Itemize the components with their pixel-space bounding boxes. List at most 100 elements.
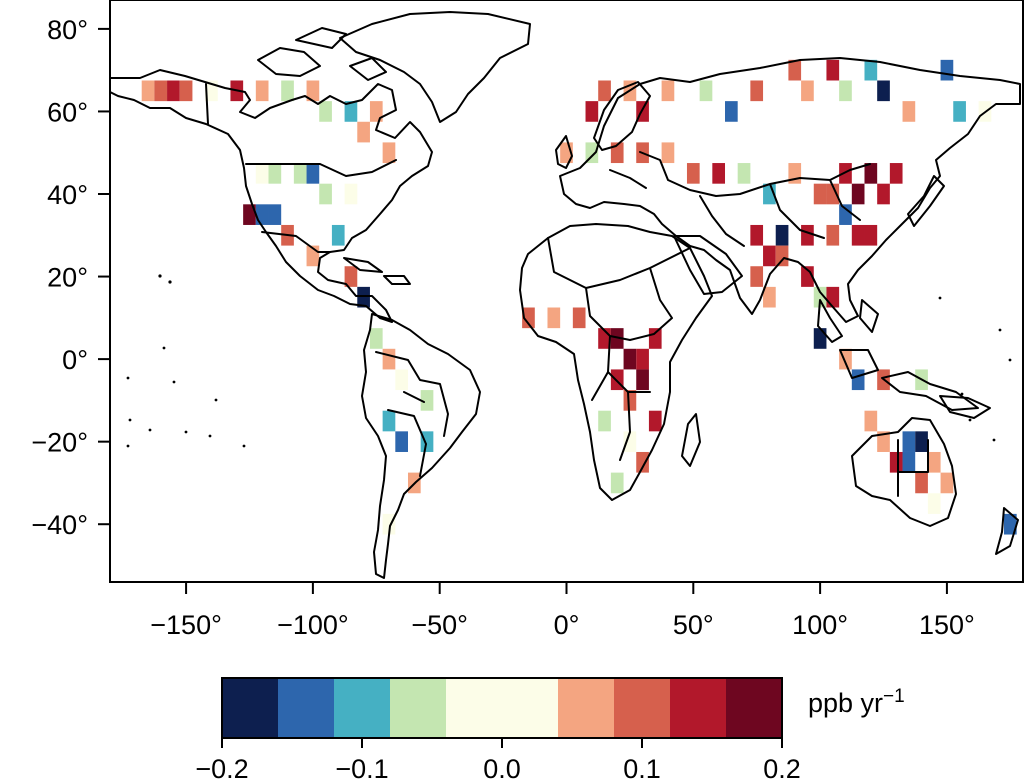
colorbar-tick-label: 0.0 [483,754,521,781]
trend-cell [902,451,916,473]
trend-cell [927,493,941,514]
trend-cell [369,328,383,349]
colorbar-ticks: −0.2 −0.1 0.0 0.1 0.2 [195,738,801,781]
colorbar-bin [558,678,614,738]
us-canada-border [245,159,397,177]
trend-cell [927,451,941,473]
x-tick-label: −150° [150,610,222,640]
trend-cell [864,59,878,81]
colorbar-tick-label: −0.2 [195,754,248,781]
x-tick-label: 0° [554,610,580,640]
trend-cell [179,80,193,102]
trend-cell [889,451,903,473]
trend-cell [813,328,827,349]
trend-cell [953,101,966,122]
colorbar-bin [334,678,390,738]
trend-cell [268,163,282,184]
trend-cell [319,101,332,122]
trend-cell [661,142,675,164]
trend-cell [775,245,789,267]
trend-cell [712,163,726,184]
colorbar-unit-text: ppb yr [808,688,883,718]
new-guinea-outline [939,395,991,419]
trend-cell [750,80,764,102]
trend-cell [864,224,878,246]
colorbar-tick-label: 0.1 [623,754,661,781]
greenland-outline [339,11,531,123]
trend-grid-cells [141,59,1017,535]
colorbar-tick-label: −0.1 [335,754,388,781]
trend-cell [268,204,282,225]
trend-cell [255,204,269,225]
colorbar-tick-label: 0.2 [763,754,801,781]
trend-cell [610,472,624,494]
trend-cell [801,224,814,246]
trend-cell [636,348,649,370]
y-tick-label: 60° [47,97,88,127]
colorbar-bin [222,678,278,738]
trend-cell [585,101,599,122]
trend-cell [889,163,903,184]
longitude-axis: −150° −100° −50° 0° 50° 100° 150° [150,582,975,640]
trend-cell [382,348,396,370]
colorbar-bins [222,678,782,738]
trend-cell [598,410,611,432]
trend-cell [281,80,294,102]
trend-cell [940,472,954,494]
trend-cell [331,224,345,246]
arctic-islands-outline [257,27,387,81]
x-tick-label: 50° [673,610,714,640]
y-tick-label: 40° [47,180,88,210]
colorbar: −0.2 −0.1 0.0 0.1 0.2 ppb yr−1 [195,677,905,781]
colorbar-unit-exponent: −1 [883,686,905,707]
trend-cell [522,307,535,329]
colorbar-bin [726,678,782,738]
x-tick-label: 100° [792,610,848,640]
colorbar-bin [614,678,670,738]
trend-cell [686,163,700,184]
southeast-asia-outline [817,299,979,411]
australia-borders [897,439,929,497]
trend-cell [648,410,662,432]
trend-cell [851,224,865,246]
africa-outline [519,223,713,501]
trend-cell [915,431,928,452]
y-tick-label: 80° [47,15,88,45]
arabia-outline [673,235,743,295]
alaska-border [205,83,209,125]
trend-cell [813,286,827,308]
trend-cell [839,80,852,102]
trend-cell [826,224,840,246]
trend-cell [826,286,840,308]
trend-cell [141,80,155,102]
colorbar-bin [446,678,558,738]
trend-cell [167,80,180,102]
x-tick-label: 150° [919,610,975,640]
trend-cell [572,307,586,329]
uk-outline [555,135,573,169]
y-tick-label: −20° [31,428,88,458]
trend-cell [826,59,840,81]
trend-cell [877,183,890,205]
trend-cell [699,80,713,102]
trend-cell [801,80,814,102]
africa-borders [547,237,691,461]
trend-cell [154,80,168,102]
trend-cell [826,183,840,205]
trend-cell [344,266,358,287]
caribbean-islands-outline [343,257,411,285]
coastline-layer [110,11,1021,579]
trend-cell [255,163,269,184]
trend-cell [851,183,865,205]
trend-cell [763,245,776,267]
trend-cell [775,224,789,246]
north-america-outline [110,69,433,323]
trend-cell [839,204,852,225]
trend-cell [382,142,396,164]
trend-cell [813,183,827,205]
trend-cell [547,307,561,329]
trend-cell [420,390,434,411]
south-america-outline [361,313,481,579]
trend-cell [636,369,649,391]
australia-outline [851,417,957,527]
